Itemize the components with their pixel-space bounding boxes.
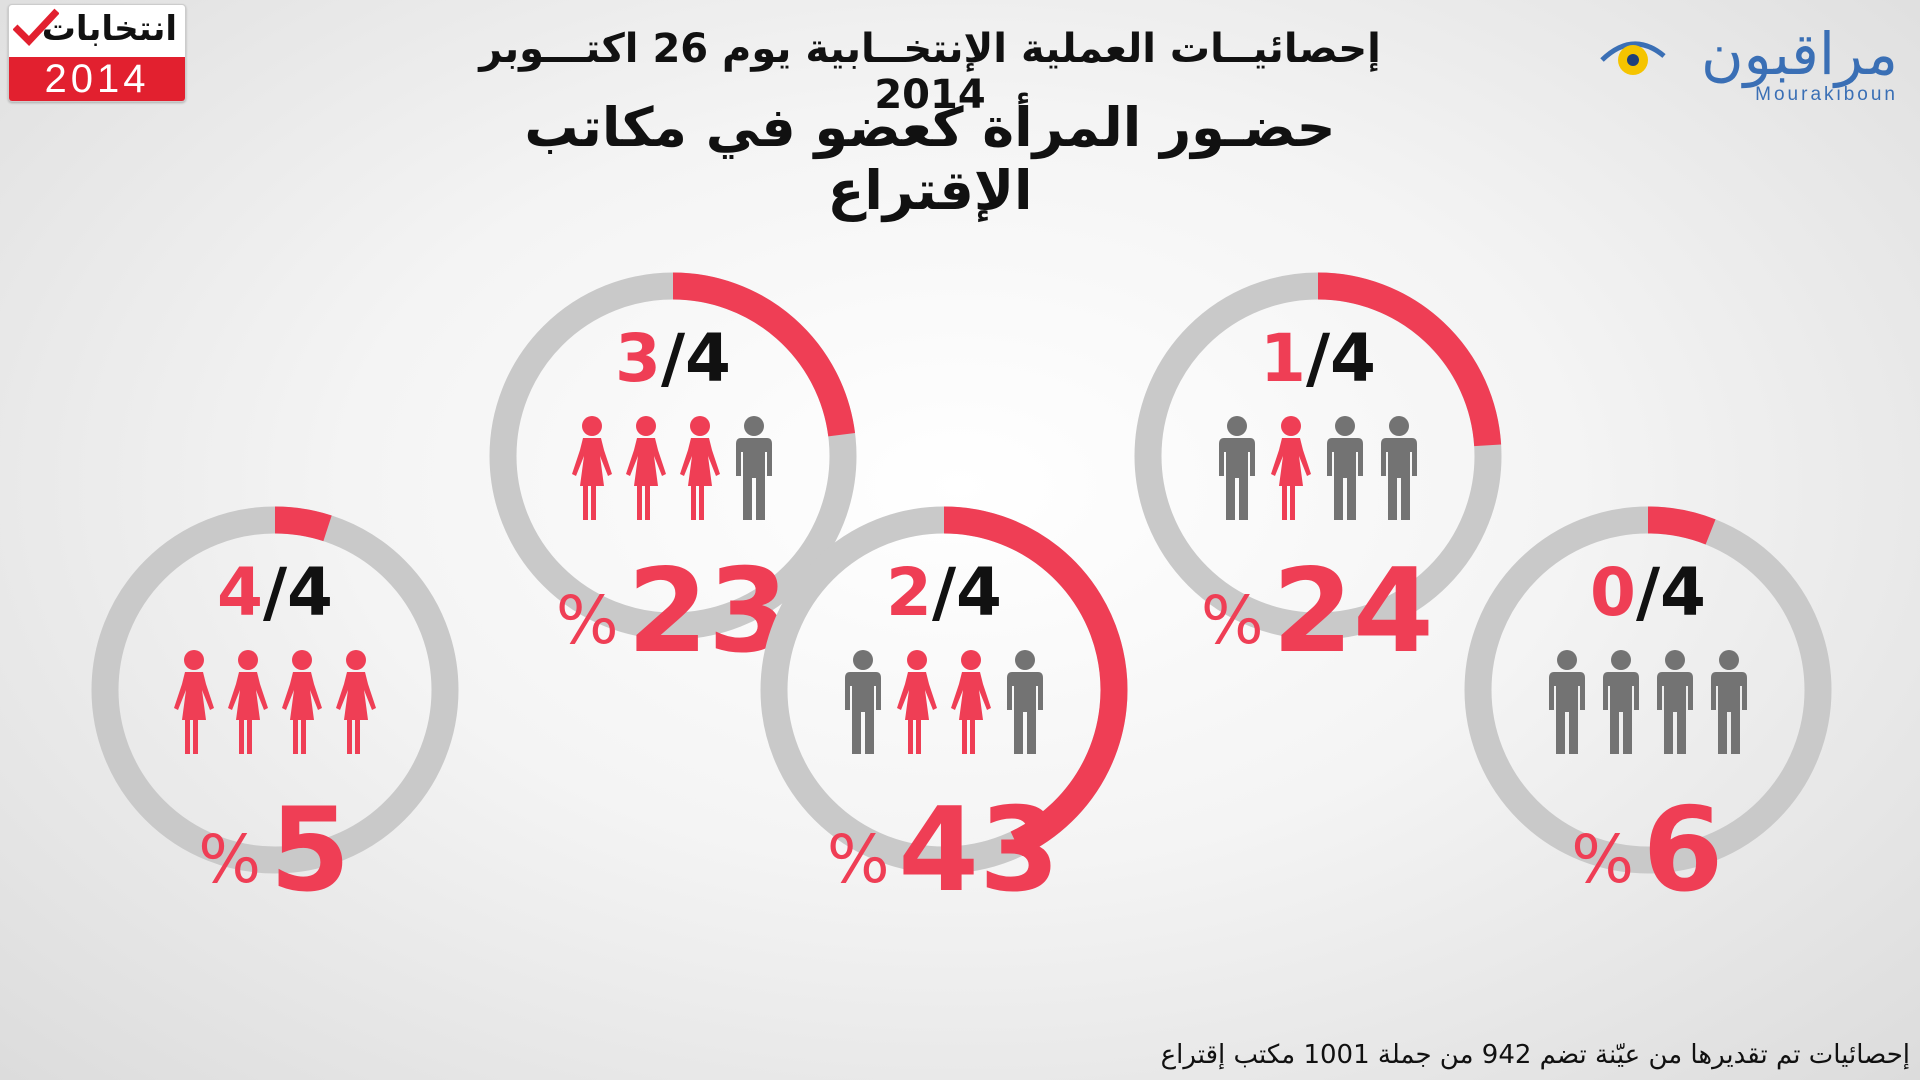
man-icon (1657, 650, 1693, 754)
women-count: 1 (1260, 320, 1306, 397)
footer-note: إحصائيات تم تقديرها من عيّنة تضم 942 من … (1160, 1040, 1910, 1070)
category-group: 2/4 43% (760, 506, 1128, 918)
woman-icon (680, 416, 720, 520)
man-icon (1603, 650, 1639, 754)
total-count: /4 (932, 554, 1002, 631)
man-icon (736, 416, 772, 520)
woman-icon (572, 416, 612, 520)
mourakiboun-logo: مراقبون Mourakiboun (1598, 22, 1898, 112)
ring-percent-arc (672, 272, 856, 437)
woman-icon (282, 650, 322, 754)
category-group: 0/4 6% (1464, 506, 1832, 918)
total-count: /4 (263, 554, 333, 631)
ring-percent-arc (1647, 506, 1716, 545)
intikhabat-2014-logo: انتخابات 2014 (8, 4, 186, 102)
woman-icon (626, 416, 666, 520)
women-count: 4 (217, 554, 263, 631)
fraction-label: 1/4 (1260, 320, 1376, 397)
page-subtitle: إحصائيــات العملية الإنتخــابية يوم 26 ا… (479, 26, 1381, 118)
man-icon (1381, 416, 1417, 520)
ring-percent-arc (274, 506, 332, 542)
man-icon (1327, 416, 1363, 520)
women-count: 3 (615, 320, 661, 397)
percent-symbol: % (827, 821, 890, 898)
percent-value: 23 (627, 544, 788, 679)
fraction-label: 2/4 (886, 554, 1002, 631)
page-title: حضـور المرأة كعضو في مكاتب الإقتراع (524, 96, 1336, 222)
category-group: 3/4 23% (489, 272, 857, 679)
eye-icon (1600, 41, 1666, 75)
fraction-label: 3/4 (615, 320, 731, 397)
fraction-label: 0/4 (1590, 554, 1706, 631)
logo-left-year: 2014 (9, 57, 185, 101)
woman-icon (228, 650, 268, 754)
woman-icon (951, 650, 991, 754)
women-count: 0 (1590, 554, 1636, 631)
total-count: /4 (1306, 320, 1376, 397)
total-count: /4 (1636, 554, 1706, 631)
women-count: 2 (886, 554, 932, 631)
man-icon (1711, 650, 1747, 754)
fraction-label: 4/4 (217, 554, 333, 631)
percent-value: 43 (898, 783, 1059, 918)
percent-value: 24 (1272, 544, 1433, 679)
percent-symbol: % (198, 821, 261, 898)
woman-icon (897, 650, 937, 754)
woman-icon (336, 650, 376, 754)
logo-right-latin: Mourakiboun (1755, 84, 1898, 105)
checkmark-icon (13, 8, 59, 47)
percent-value: 5 (270, 783, 351, 918)
category-group: 4/4 5% (91, 506, 459, 918)
logo-left-text: انتخابات (41, 9, 177, 49)
percent-symbol: % (1571, 821, 1634, 898)
ring-percent-arc (943, 506, 1128, 857)
total-count: /4 (661, 320, 731, 397)
category-group: 1/4 24% (1134, 272, 1502, 679)
logo-right-brand: مراقبون (1701, 20, 1898, 88)
percent-value: 6 (1643, 783, 1724, 918)
ring-percent-arc (1317, 272, 1502, 447)
percent-symbol: % (1201, 582, 1264, 659)
man-icon (1549, 650, 1585, 754)
man-icon (1007, 650, 1043, 754)
woman-icon (174, 650, 214, 754)
man-icon (1219, 416, 1255, 520)
woman-icon (1271, 416, 1311, 520)
percent-symbol: % (556, 582, 619, 659)
man-icon (845, 650, 881, 754)
